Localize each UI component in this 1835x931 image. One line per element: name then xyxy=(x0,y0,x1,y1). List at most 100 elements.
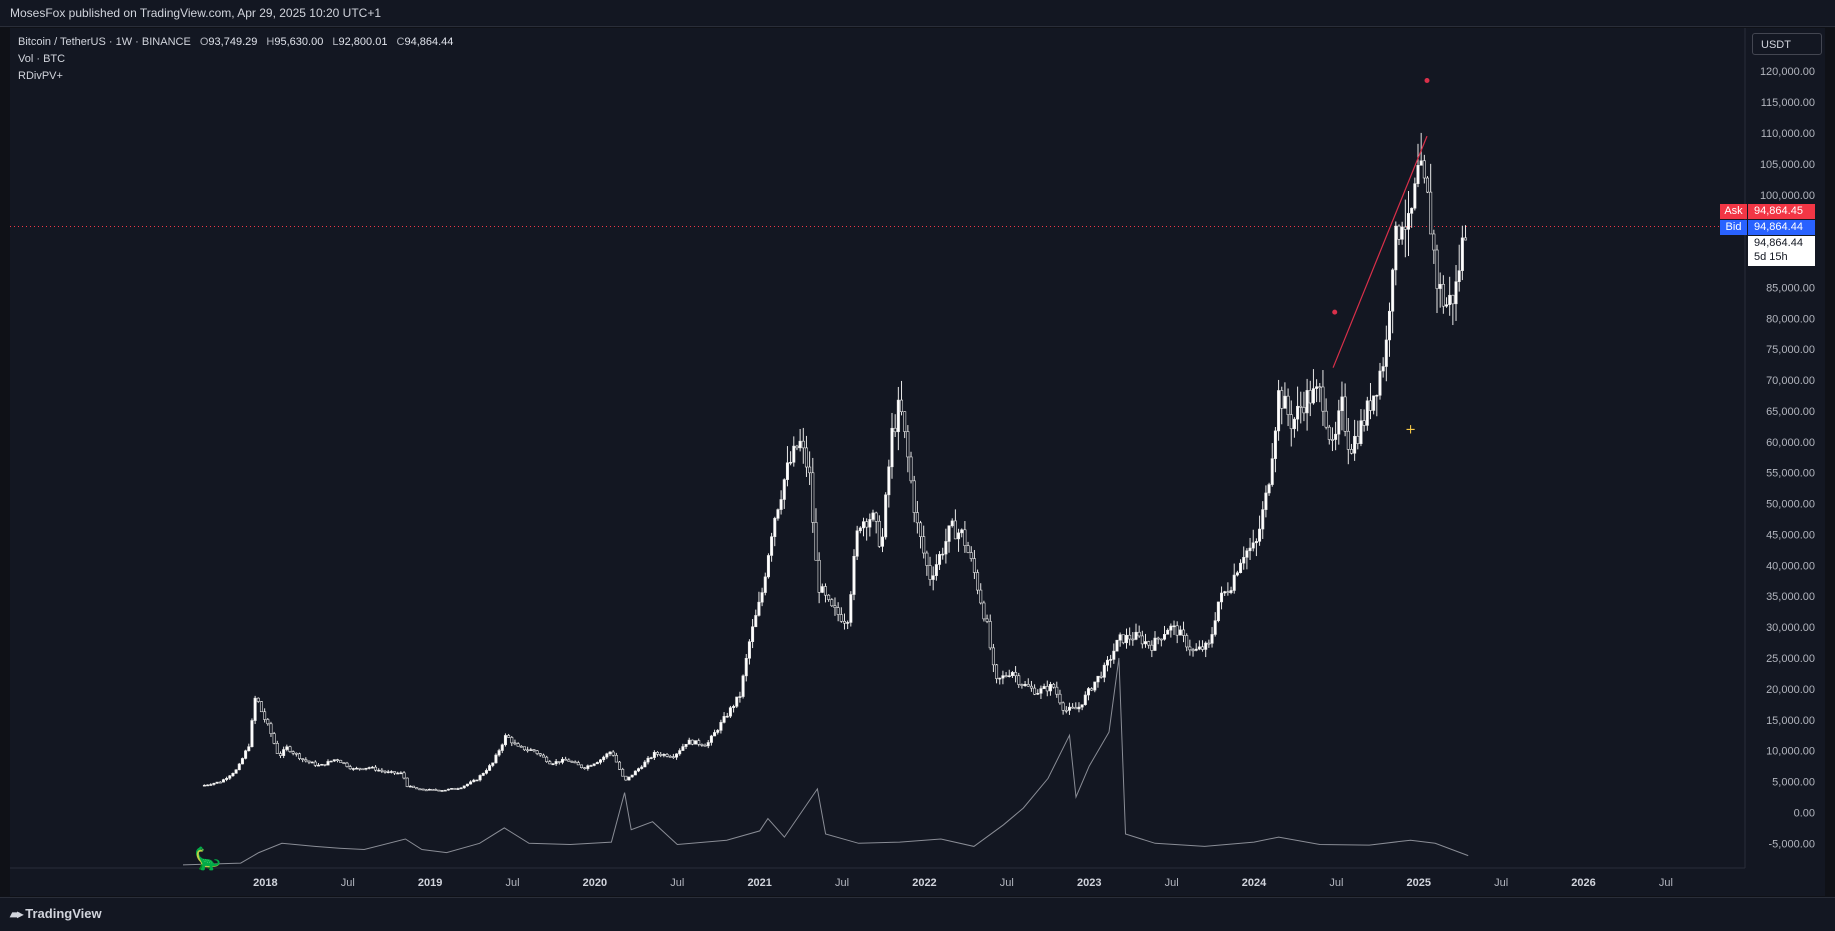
candle-body xyxy=(1201,646,1205,650)
candle-body xyxy=(1052,684,1056,688)
candle-body xyxy=(415,787,419,790)
price-axis-tick-label: 55,000.00 xyxy=(1766,468,1815,480)
candle-body xyxy=(1061,702,1065,711)
volume-indicator-label[interactable]: Vol · BTC xyxy=(18,53,66,65)
candle-body xyxy=(944,541,948,555)
candle-body xyxy=(611,751,615,756)
tradingview-brand[interactable]: ▰▸ TradingView xyxy=(10,906,102,921)
symbol-name: Bitcoin / TetherUS · 1W · BINANCE xyxy=(18,36,191,48)
candle-body xyxy=(640,766,644,769)
candle-body xyxy=(1204,642,1208,650)
price-axis-tick-label: 15,000.00 xyxy=(1766,715,1815,727)
candle-body xyxy=(1454,281,1458,305)
candle-body xyxy=(469,781,473,785)
candle-body xyxy=(1226,591,1230,593)
candle-body xyxy=(725,715,729,718)
time-axis-tick-label: 2025 xyxy=(1407,877,1431,889)
candle-body xyxy=(988,621,992,649)
time-axis-tick-label: Jul xyxy=(670,877,684,889)
candle-body xyxy=(846,622,850,624)
candle-body xyxy=(481,772,485,776)
price-axis-tick-label: 70,000.00 xyxy=(1766,375,1815,387)
candle-body xyxy=(1235,572,1239,576)
candle-body xyxy=(957,532,961,540)
candle-body xyxy=(1384,339,1388,367)
candle-body xyxy=(1280,390,1284,409)
rdivpv-indicator-label[interactable]: RDivPV+ xyxy=(18,70,63,82)
candle-body xyxy=(887,466,891,496)
candle-body xyxy=(1429,191,1433,235)
candle-body xyxy=(1273,430,1277,459)
candle-body xyxy=(342,762,346,764)
price-axis-tick-label: 120,000.00 xyxy=(1760,66,1815,78)
time-axis-tick-label: 2021 xyxy=(747,877,771,889)
price-axis-tick-label: 40,000.00 xyxy=(1766,560,1815,572)
candle-body xyxy=(1182,629,1186,636)
candle-body xyxy=(345,762,349,767)
candle-body xyxy=(320,764,324,766)
candle-body xyxy=(915,512,919,524)
candle-body xyxy=(1096,675,1100,683)
candle-body xyxy=(393,771,397,774)
chart-area[interactable] xyxy=(10,28,1825,896)
price-axis-tick-label: 45,000.00 xyxy=(1766,529,1815,541)
candle-body xyxy=(1153,637,1157,651)
candle-body xyxy=(1321,386,1325,412)
price-axis-tick-label: 105,000.00 xyxy=(1760,159,1815,171)
candle-body xyxy=(1286,395,1290,415)
candle-body xyxy=(766,555,770,578)
close-value: 94,864.44 xyxy=(404,36,454,48)
candle-body xyxy=(830,599,834,607)
candle-body xyxy=(713,732,717,737)
candle-body xyxy=(513,742,517,745)
candle-body xyxy=(953,520,957,540)
candle-body xyxy=(510,737,514,744)
candle-body xyxy=(668,756,672,758)
price-axis-tick-label: 75,000.00 xyxy=(1766,344,1815,356)
candle-body xyxy=(358,767,362,770)
currency-selector[interactable]: USDT xyxy=(1752,33,1822,55)
chart-legend: Bitcoin / TetherUS · 1W · BINANCE O93,74… xyxy=(18,34,453,85)
ask-label-tag: Ask xyxy=(1720,204,1747,219)
candle-body xyxy=(671,756,675,758)
candle-body xyxy=(209,784,213,786)
candle-body xyxy=(412,785,416,788)
candle-body xyxy=(760,592,764,603)
candle-body xyxy=(253,697,257,721)
candle-body xyxy=(465,783,469,787)
candle-body xyxy=(560,758,564,763)
candle-body xyxy=(1362,420,1366,426)
candle-body xyxy=(570,761,574,763)
candle-body xyxy=(237,763,241,771)
candle-body xyxy=(1223,591,1227,594)
high-label: H xyxy=(266,36,275,48)
candle-body xyxy=(1337,410,1341,435)
candle-body xyxy=(595,762,599,765)
candle-body xyxy=(285,746,289,750)
candle-body xyxy=(494,754,498,764)
candle-body xyxy=(291,751,295,754)
candle-body xyxy=(484,770,488,774)
candle-body xyxy=(535,750,539,754)
candle-body xyxy=(893,427,897,433)
candle-body xyxy=(1343,396,1347,432)
candle-body xyxy=(202,784,206,787)
candle-body xyxy=(522,746,526,751)
candle-body xyxy=(884,494,888,538)
candle-body xyxy=(836,607,840,615)
candle-body xyxy=(1216,601,1220,621)
candle-body xyxy=(541,754,545,758)
candle-body xyxy=(627,776,631,781)
candle-body xyxy=(304,759,308,762)
candle-body xyxy=(675,753,679,758)
symbol-line[interactable]: Bitcoin / TetherUS · 1W · BINANCE O93,74… xyxy=(18,34,453,51)
candle-body xyxy=(288,746,292,752)
candle-body xyxy=(462,785,466,789)
time-axis-tick-label: Jul xyxy=(1000,877,1014,889)
candle-body xyxy=(1026,683,1030,687)
candle-body xyxy=(773,518,777,537)
candle-body xyxy=(339,759,343,763)
candle-body xyxy=(592,763,596,766)
time-axis-tick-label: Jul xyxy=(1659,877,1673,889)
